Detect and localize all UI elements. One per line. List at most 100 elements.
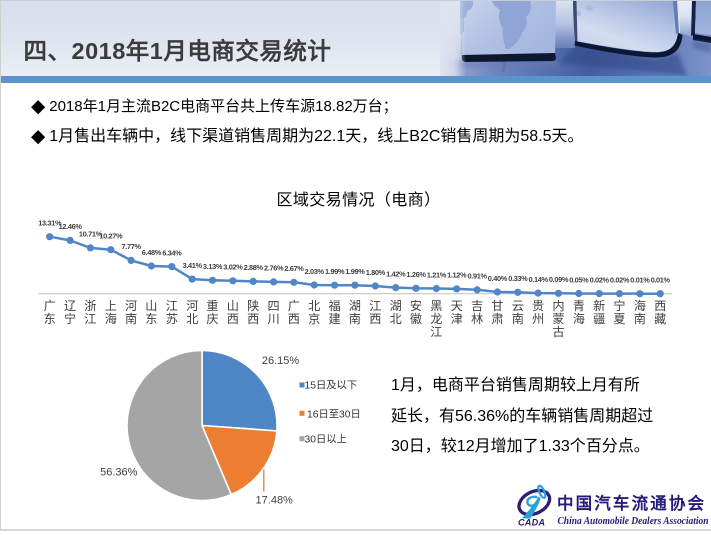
svg-text:0.40%: 0.40% xyxy=(488,274,508,283)
svg-text:宁: 宁 xyxy=(64,311,76,326)
svg-text:川: 川 xyxy=(268,312,280,326)
svg-text:16日至30日: 16日至30日 xyxy=(307,409,361,421)
svg-text:山: 山 xyxy=(145,299,157,313)
svg-text:30日以上: 30日以上 xyxy=(305,433,347,445)
svg-text:古: 古 xyxy=(552,324,564,339)
svg-text:1.26%: 1.26% xyxy=(406,270,426,279)
svg-text:藏: 藏 xyxy=(654,312,666,326)
svg-text:贵: 贵 xyxy=(532,299,544,313)
svg-text:6.34%: 6.34% xyxy=(162,248,182,257)
svg-text:广: 广 xyxy=(288,299,300,313)
svg-text:肃: 肃 xyxy=(491,312,503,326)
svg-text:辽: 辽 xyxy=(64,299,76,313)
svg-text:夏: 夏 xyxy=(613,312,625,326)
svg-text:3.41%: 3.41% xyxy=(183,261,203,270)
svg-text:2.67%: 2.67% xyxy=(284,264,304,273)
svg-text:州: 州 xyxy=(532,312,544,326)
svg-text:0.02%: 0.02% xyxy=(610,275,630,284)
svg-text:13.31%: 13.31% xyxy=(38,219,62,228)
svg-text:北: 北 xyxy=(390,312,402,326)
svg-text:海: 海 xyxy=(634,298,646,313)
svg-text:0.01%: 0.01% xyxy=(630,276,650,285)
svg-text:青: 青 xyxy=(573,299,585,313)
svg-text:山: 山 xyxy=(227,299,239,313)
svg-text:西: 西 xyxy=(369,312,381,326)
svg-text:南: 南 xyxy=(634,311,646,326)
svg-text:3.13%: 3.13% xyxy=(203,262,223,271)
svg-text:京: 京 xyxy=(308,312,320,326)
svg-text:南: 南 xyxy=(512,311,524,326)
svg-text:0.33%: 0.33% xyxy=(508,274,528,283)
svg-text:0.09%: 0.09% xyxy=(549,275,569,284)
svg-text:10.27%: 10.27% xyxy=(99,232,123,241)
svg-text:河: 河 xyxy=(186,299,198,313)
svg-text:新: 新 xyxy=(593,298,605,313)
svg-text:中国汽车流通协会: 中国汽车流通协会 xyxy=(557,493,705,513)
svg-text:甘: 甘 xyxy=(491,299,503,313)
svg-text:宁: 宁 xyxy=(613,298,625,313)
svg-text:北: 北 xyxy=(308,299,320,313)
svg-text:天: 天 xyxy=(451,299,463,313)
svg-text:1.12%: 1.12% xyxy=(447,271,467,280)
svg-text:四: 四 xyxy=(268,299,280,313)
svg-text:西: 西 xyxy=(227,312,239,326)
svg-text:北: 北 xyxy=(186,312,198,326)
svg-text:56.36%: 56.36% xyxy=(100,467,138,479)
svg-text:26.15%: 26.15% xyxy=(262,355,300,367)
svg-text:2.76%: 2.76% xyxy=(264,264,284,273)
svg-text:0.91%: 0.91% xyxy=(467,272,487,281)
svg-text:3.02%: 3.02% xyxy=(223,263,243,272)
svg-text:内: 内 xyxy=(552,299,564,313)
svg-text:海: 海 xyxy=(105,311,117,326)
svg-text:1.99%: 1.99% xyxy=(325,267,345,276)
svg-text:17.48%: 17.48% xyxy=(256,495,294,507)
svg-text:东: 东 xyxy=(145,312,157,326)
svg-text:1.21%: 1.21% xyxy=(427,270,447,279)
svg-text:6.48%: 6.48% xyxy=(142,248,162,257)
svg-text:苏: 苏 xyxy=(166,312,178,326)
svg-text:吉: 吉 xyxy=(471,299,483,313)
svg-text:上: 上 xyxy=(105,299,117,313)
svg-text:CADA: CADA xyxy=(518,518,545,528)
svg-text:黑: 黑 xyxy=(430,299,442,313)
svg-text:江: 江 xyxy=(166,299,178,313)
svg-text:1.42%: 1.42% xyxy=(386,269,406,278)
svg-text:蒙: 蒙 xyxy=(552,312,564,326)
svg-text:15日及以下: 15日及以下 xyxy=(305,380,358,392)
svg-text:福: 福 xyxy=(329,298,341,313)
svg-text:龙: 龙 xyxy=(430,312,442,326)
svg-text:0.14%: 0.14% xyxy=(528,275,548,284)
svg-text:1.80%: 1.80% xyxy=(366,268,386,277)
svg-text:10.71%: 10.71% xyxy=(79,230,103,239)
svg-text:陕: 陕 xyxy=(247,298,259,313)
svg-text:云: 云 xyxy=(512,299,524,313)
svg-text:南: 南 xyxy=(125,311,137,326)
svg-text:2.88%: 2.88% xyxy=(244,263,264,272)
svg-text:河: 河 xyxy=(125,299,137,313)
svg-text:江: 江 xyxy=(430,325,442,339)
svg-text:2.03%: 2.03% xyxy=(305,267,325,276)
svg-text:西: 西 xyxy=(288,312,300,326)
svg-text:0.05%: 0.05% xyxy=(569,275,589,284)
svg-text:12.46%: 12.46% xyxy=(59,222,83,231)
svg-text:重: 重 xyxy=(206,299,218,313)
svg-text:海: 海 xyxy=(573,311,585,326)
svg-text:江: 江 xyxy=(84,312,96,326)
svg-text:津: 津 xyxy=(451,312,463,326)
svg-text:广: 广 xyxy=(44,299,56,313)
svg-text:东: 东 xyxy=(44,312,56,326)
svg-text:1.99%: 1.99% xyxy=(345,267,365,276)
svg-text:0.02%: 0.02% xyxy=(590,275,610,284)
svg-text:徽: 徽 xyxy=(410,311,422,326)
svg-text:江: 江 xyxy=(369,299,381,313)
svg-text:浙: 浙 xyxy=(84,299,96,313)
svg-text:湖: 湖 xyxy=(349,298,361,313)
svg-text:0.01%: 0.01% xyxy=(651,276,671,285)
svg-text:疆: 疆 xyxy=(593,312,605,326)
svg-text:庆: 庆 xyxy=(206,312,218,326)
svg-text:西: 西 xyxy=(654,299,666,313)
svg-text:建: 建 xyxy=(329,312,341,326)
svg-text:湖: 湖 xyxy=(390,298,402,313)
svg-text:林: 林 xyxy=(471,312,483,326)
svg-text:安: 安 xyxy=(410,298,422,313)
